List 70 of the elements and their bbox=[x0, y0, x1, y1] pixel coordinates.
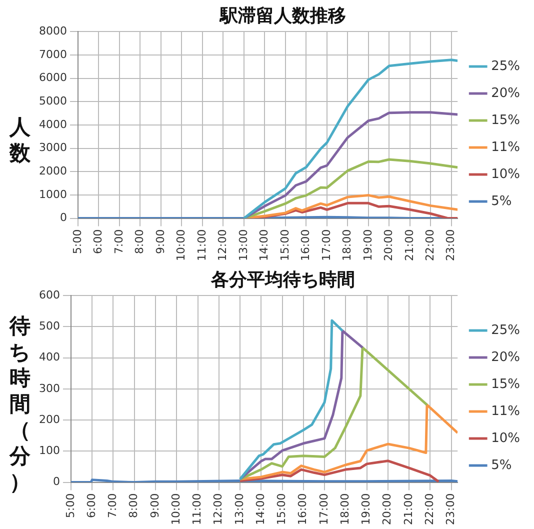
y-tick-label: 8000 bbox=[38, 24, 67, 38]
x-tick-label: 21:00 bbox=[402, 493, 415, 526]
x-tick-label: 13:00 bbox=[232, 493, 246, 526]
x-tick-label: 22:00 bbox=[424, 229, 436, 262]
x-tick-label: 9:00 bbox=[148, 493, 162, 518]
x-tick-label: 6:00 bbox=[92, 229, 105, 254]
x-tick-label: 20:00 bbox=[382, 229, 396, 262]
x-tick-label: 22:00 bbox=[423, 493, 436, 526]
y-tick-label: 0 bbox=[60, 211, 67, 224]
x-tick-label: 20:00 bbox=[380, 493, 394, 526]
x-tick-label: 23:00 bbox=[444, 229, 458, 262]
y-tick-label: 0 bbox=[52, 475, 60, 488]
legend-label: 25% bbox=[491, 322, 520, 338]
y-tick-label: 500 bbox=[38, 320, 60, 333]
x-tick-label: 15:00 bbox=[278, 229, 292, 262]
legend-label: 11% bbox=[491, 404, 520, 419]
y-tick-label: 1000 bbox=[38, 188, 67, 201]
y-tick-label: 5000 bbox=[38, 94, 67, 108]
legend-label: 20% bbox=[491, 86, 520, 101]
x-tick-label: 15:00 bbox=[275, 493, 288, 526]
x-tick-label: 18:00 bbox=[338, 493, 352, 526]
x-tick-label: 19:00 bbox=[361, 229, 374, 262]
x-tick-label: 9:00 bbox=[154, 229, 167, 254]
y-tick-label: 7000 bbox=[38, 48, 67, 61]
chart-title: 駅滞留人数推移 bbox=[219, 5, 346, 26]
x-tick-label: 8:00 bbox=[127, 493, 140, 518]
x-tick-label: 17:00 bbox=[317, 493, 330, 526]
y-axis-title: 待ち時間（分） bbox=[9, 313, 31, 495]
legend-label: 5% bbox=[491, 458, 512, 473]
x-tick-label: 13:00 bbox=[236, 229, 250, 262]
x-tick-label: 8:00 bbox=[133, 229, 146, 254]
x-tick-label: 7:00 bbox=[112, 229, 126, 254]
x-tick-label: 21:00 bbox=[402, 229, 416, 262]
y-tick-label: 3000 bbox=[38, 141, 67, 154]
y-tick-label: 400 bbox=[38, 350, 60, 364]
x-tick-label: 16:00 bbox=[296, 493, 310, 526]
x-tick-label: 5:00 bbox=[64, 493, 77, 518]
x-tick-label: 11:00 bbox=[190, 493, 204, 526]
x-tick-label: 14:00 bbox=[258, 229, 271, 262]
x-tick-label: 14:00 bbox=[254, 493, 267, 526]
x-tick-label: 10:00 bbox=[169, 493, 182, 526]
x-tick-label: 7:00 bbox=[106, 493, 120, 518]
chart-title: 各分平均待ち時間 bbox=[210, 269, 355, 290]
x-tick-label: 10:00 bbox=[174, 229, 188, 262]
x-tick-label: 19:00 bbox=[360, 493, 373, 526]
x-tick-label: 12:00 bbox=[216, 229, 230, 262]
y-tick-label: 2000 bbox=[38, 164, 67, 178]
legend-label: 11% bbox=[491, 140, 520, 155]
y-tick-label: 100 bbox=[38, 444, 60, 458]
x-tick-label: 16:00 bbox=[299, 229, 312, 262]
y-tick-label: 4000 bbox=[38, 118, 67, 131]
x-tick-label: 12:00 bbox=[212, 493, 225, 526]
x-tick-label: 17:00 bbox=[320, 229, 333, 262]
y-axis-title: 人数 bbox=[10, 114, 30, 166]
legend-label: 10% bbox=[491, 430, 520, 446]
legend-label: 25% bbox=[491, 58, 520, 74]
y-tick-label: 6000 bbox=[38, 71, 67, 84]
legend-label: 20% bbox=[491, 350, 520, 365]
legend-label: 15% bbox=[491, 376, 520, 392]
legend-label: 10% bbox=[491, 166, 520, 182]
x-tick-label: 23:00 bbox=[444, 493, 458, 526]
legend-label: 15% bbox=[491, 112, 520, 128]
y-tick-label: 600 bbox=[38, 288, 60, 302]
y-tick-label: 200 bbox=[38, 412, 60, 426]
x-tick-label: 11:00 bbox=[195, 229, 208, 262]
x-tick-label: 5:00 bbox=[70, 229, 84, 254]
x-tick-label: 6:00 bbox=[84, 493, 98, 518]
y-tick-label: 300 bbox=[38, 382, 60, 395]
legend-label: 5% bbox=[491, 194, 512, 209]
x-tick-label: 18:00 bbox=[340, 229, 354, 262]
